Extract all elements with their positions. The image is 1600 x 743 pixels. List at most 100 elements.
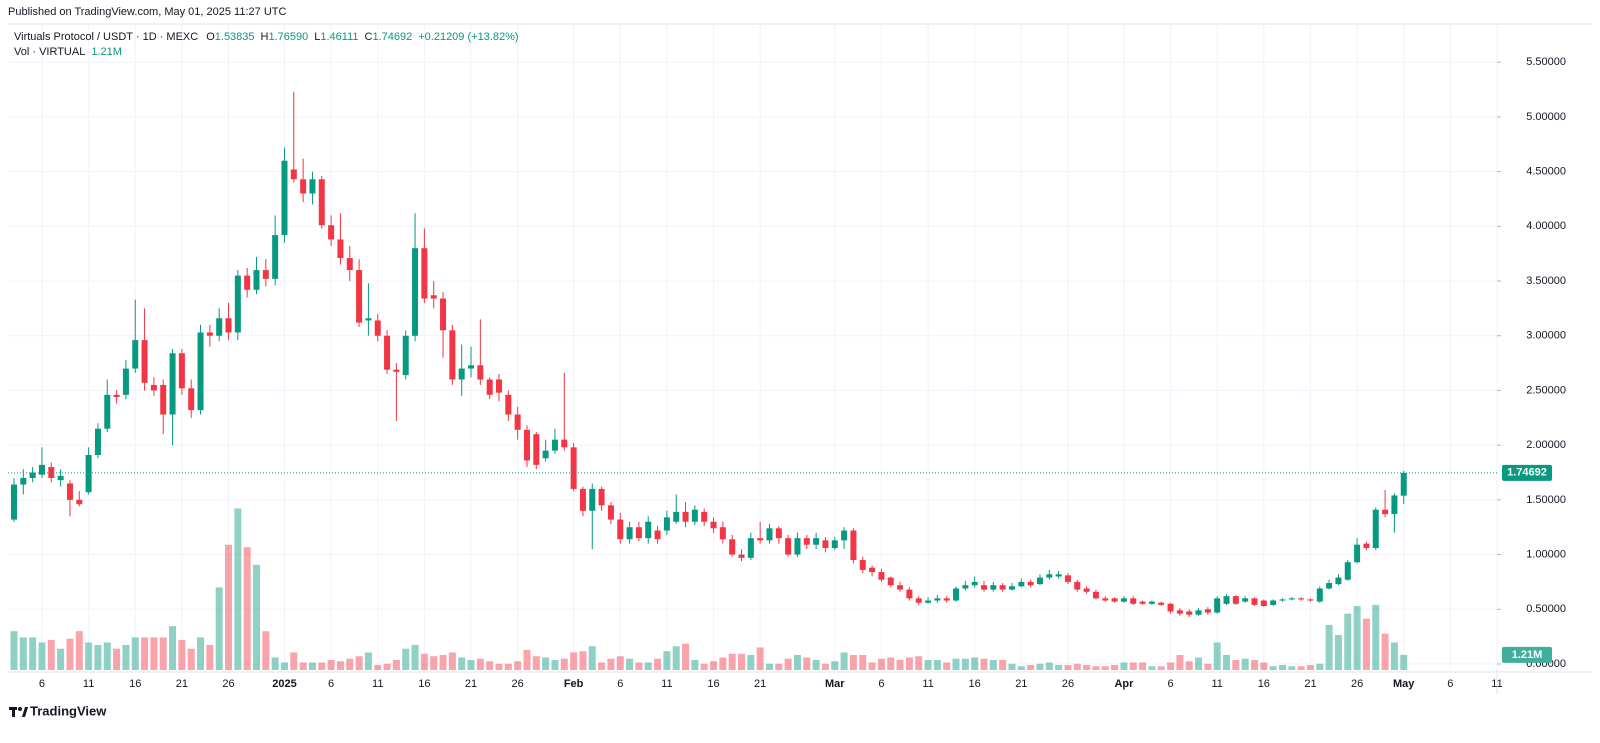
x-tick-label: Mar [825,678,845,690]
candle-body [477,365,484,380]
candle-body [318,179,325,226]
candle-body [962,585,969,589]
candle-body [1008,586,1015,590]
x-tick-label: 11 [661,678,672,690]
published-note: Published on TradingView.com, May 01, 20… [8,6,286,18]
y-tick-label: 5.50000 [1526,56,1566,68]
volume-bar [1017,666,1025,670]
candle-body [607,505,614,520]
volume-bar [1195,657,1203,670]
volume-bar [75,631,83,670]
candle-body [598,488,605,506]
candle-body [10,484,17,520]
volume-bar [644,662,652,670]
volume-bar [784,658,792,670]
ohlc-key: O [206,31,215,43]
volume-bar [1120,662,1128,670]
candle-body [1354,544,1361,563]
candle-body [48,467,55,478]
y-tick-label: 2.00000 [1526,439,1566,451]
volume-bar [458,657,466,670]
candle-body [1046,574,1053,578]
volume-bar [299,662,307,670]
candle-body [421,248,428,299]
candle-body [1167,603,1174,612]
x-tick-label: 26 [222,678,234,690]
candle-body [169,353,176,415]
volume-bar [29,637,37,670]
volume-bar [420,653,428,670]
candle-body [122,368,129,395]
volume-bar [1092,666,1100,670]
volume-bar [579,651,587,670]
candle-body [1251,598,1258,605]
volume-bar [262,631,270,670]
volume-bar [672,646,680,670]
candle-body [878,572,885,580]
legend-line: Virtuals Protocol / USDT · 1D · MEXC O1.5… [14,31,519,43]
volume-bar [1008,663,1016,670]
brand-logo [9,707,28,717]
x-tick-label: 26 [512,678,524,690]
volume-bar [1204,663,1212,670]
grid [8,25,1498,670]
change: +0.21209 (+13.82%) [418,31,518,43]
candle-body [589,488,596,511]
candle-body [729,539,736,555]
candle-body [635,527,642,539]
candle-body [794,538,801,555]
ohlc-key: H [261,31,269,43]
volume-bar [775,663,783,670]
candle-body [850,530,857,561]
volume-bar [346,658,354,670]
volume-bar [943,662,951,670]
candle-body [1102,598,1109,601]
candle-body [626,527,633,540]
candle-body [887,577,894,586]
volume-bar [1344,613,1352,670]
ohlc-value: 1.76590 [268,31,308,43]
y-tick-label: 1.00000 [1526,548,1566,560]
volume-bar [1111,664,1119,670]
y-tick-label: 1.50000 [1526,494,1566,506]
candle-body [178,353,185,389]
volume-bar [915,656,923,670]
volume-bar [1064,664,1072,670]
volume-bar [1260,662,1268,670]
x-tick-label: 6 [328,678,334,690]
candle-body [430,295,437,299]
candle-body [206,332,213,336]
candle-body [579,488,586,511]
candle-body [514,414,521,430]
volume-bar [514,661,522,670]
volume-bar [700,663,708,670]
candle-body [691,509,698,522]
x-tick-label: 6 [617,678,623,690]
candle-body [113,394,120,398]
volume-name: Vol · VIRTUAL [14,46,85,58]
candle-body [160,384,167,415]
volume-bar [476,658,484,670]
candle-body [1027,581,1034,586]
volume-bar [812,659,820,670]
volume-bar [710,661,718,670]
volume-bar [103,642,111,670]
volume-bar [1278,664,1286,670]
volume-bar [738,653,746,670]
x-tick-label: 21 [465,678,477,690]
candle-body [300,179,307,194]
volume-bar [1045,662,1053,670]
x-tick-label: 16 [707,678,719,690]
candle-body [813,538,820,545]
volume-bar [616,656,624,670]
candle-body [328,225,335,240]
candle-body [1083,588,1090,592]
candle-body [1176,610,1183,614]
candle-body [29,472,36,478]
candle-body [1018,581,1025,587]
x-tick-label: 16 [418,678,430,690]
candle-body [1120,598,1127,602]
volume-bar [355,656,363,670]
y-tick-label: 2.50000 [1526,384,1566,396]
y-tick-label: 5.00000 [1526,111,1566,123]
